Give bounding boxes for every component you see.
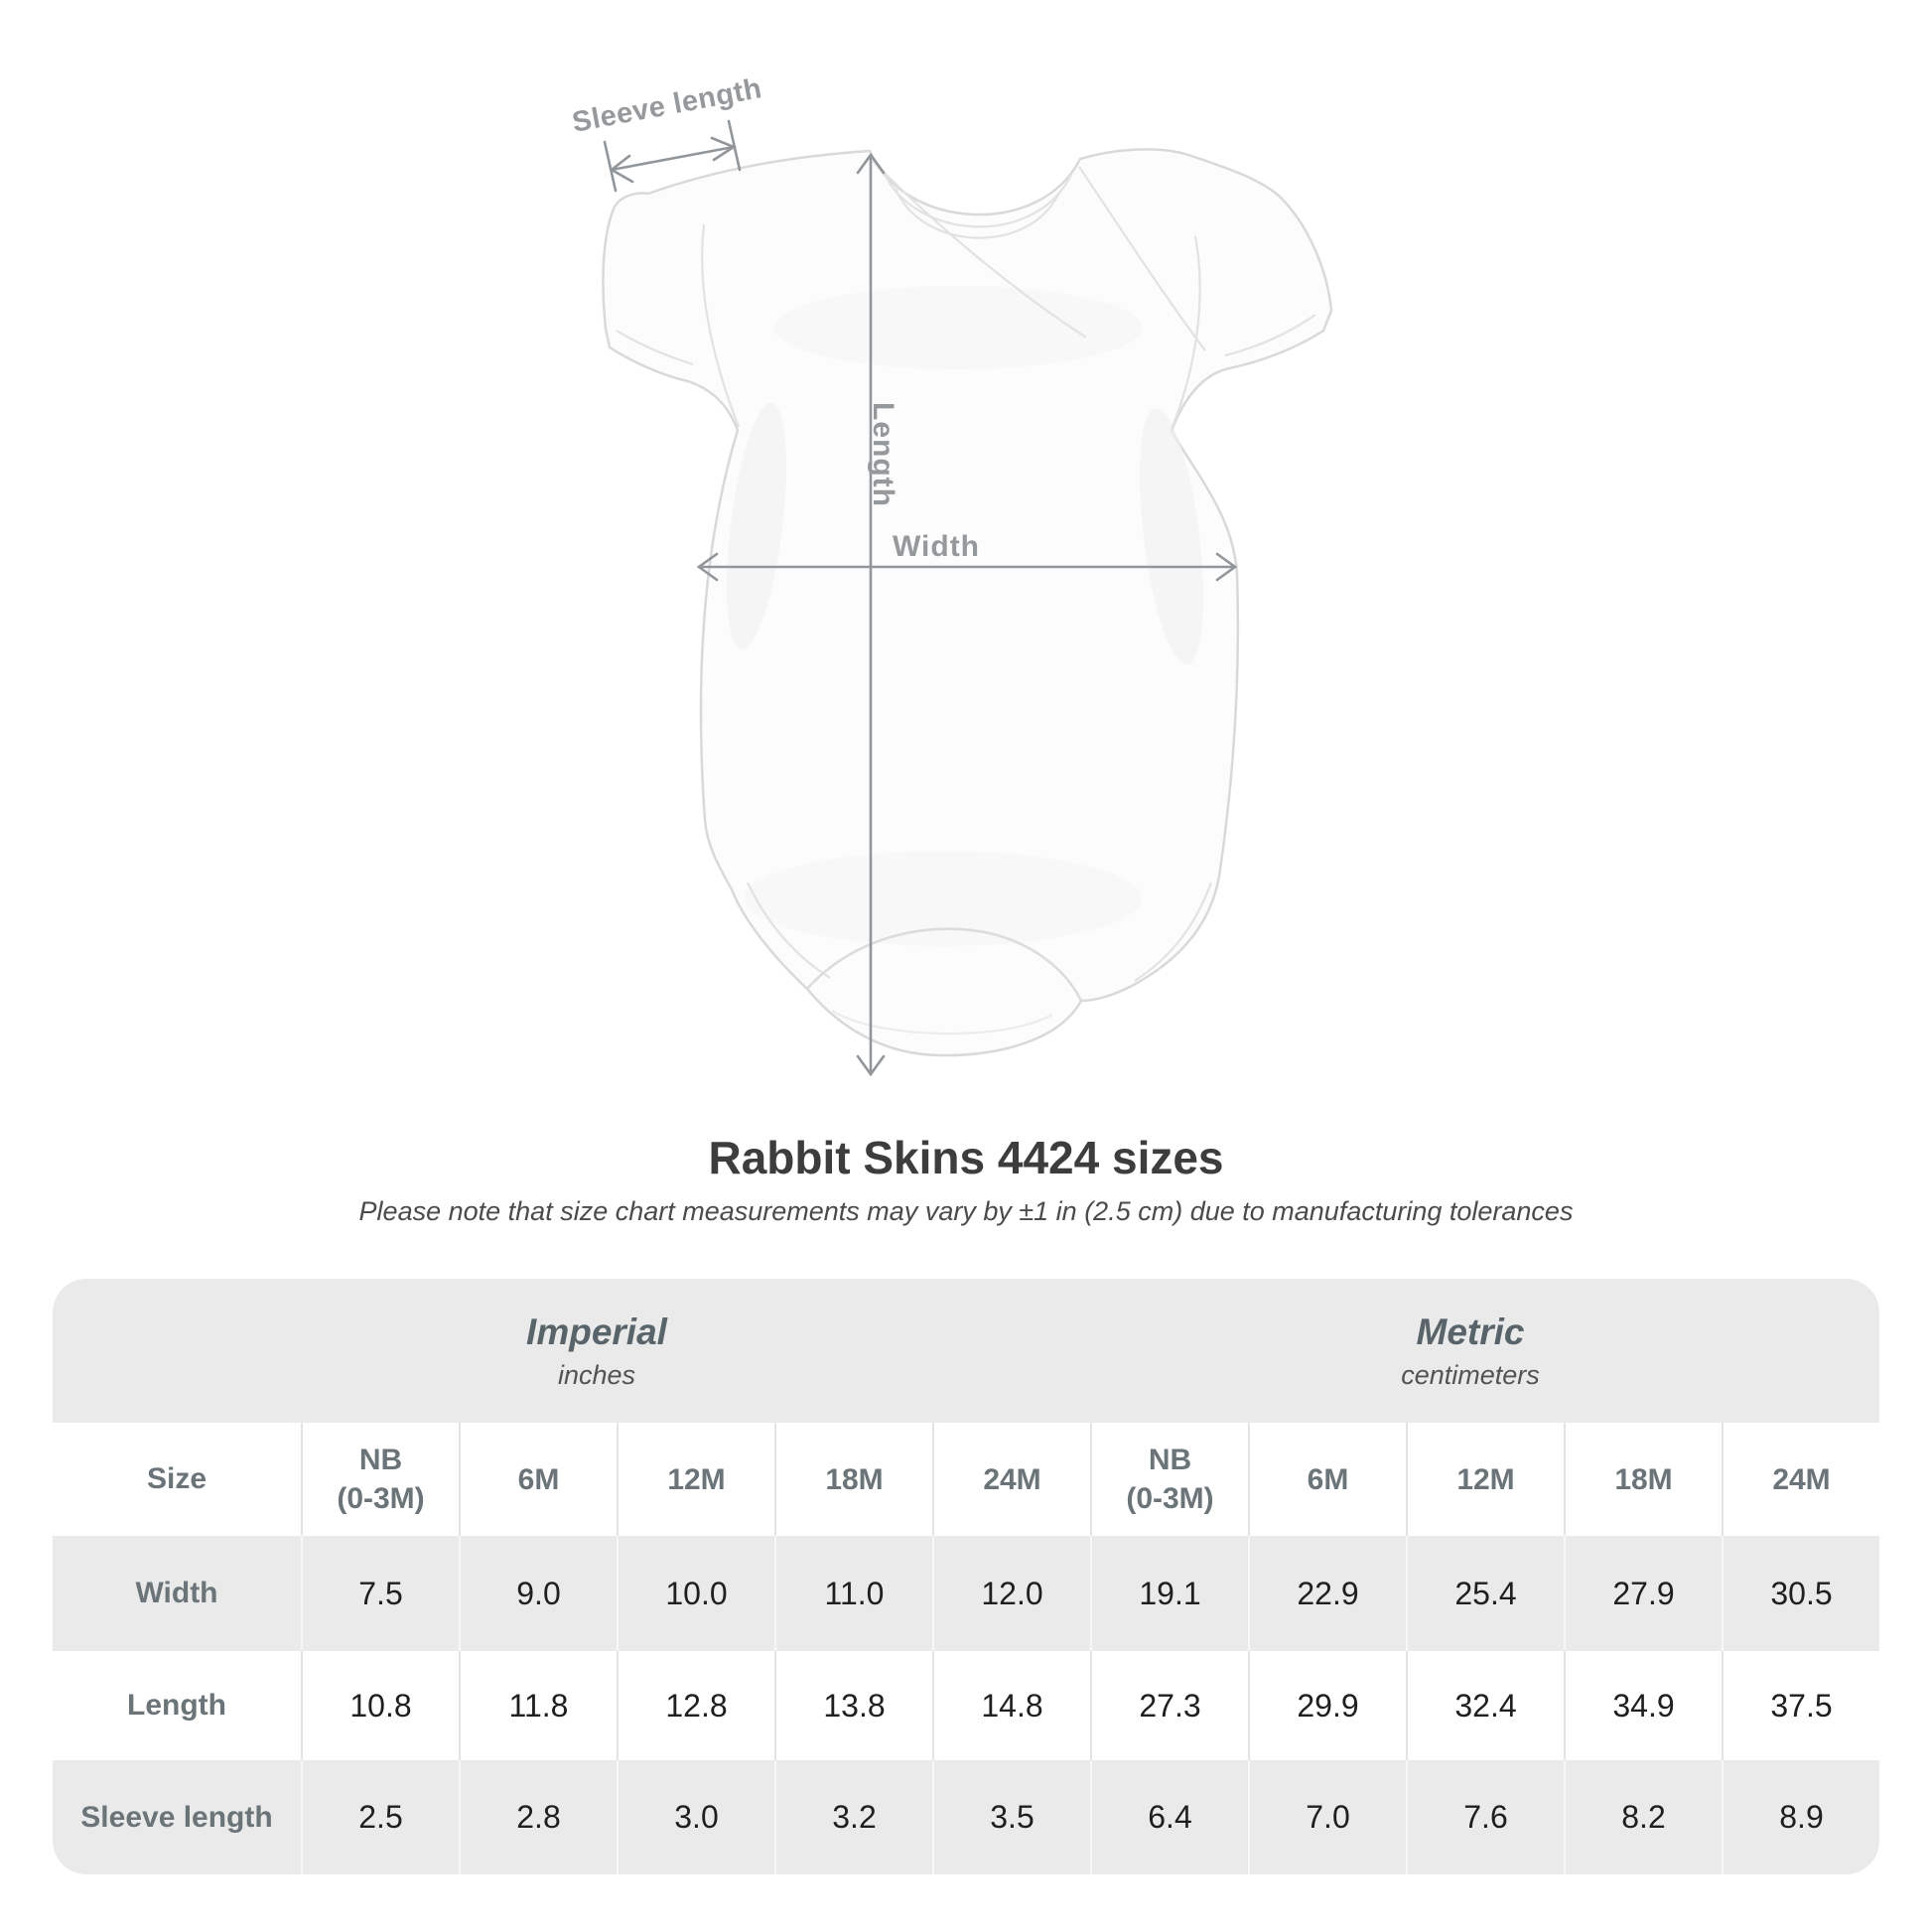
dimension-arrows xyxy=(603,119,1238,1077)
table-cell: 34.9 xyxy=(1564,1651,1722,1760)
table-cell: 13.8 xyxy=(774,1651,932,1760)
column-header-imperial-24m: 24M xyxy=(932,1423,1090,1536)
table-cell: 9.0 xyxy=(459,1536,617,1651)
table-row-width: Width 7.5 9.0 10.0 11.0 12.0 19.1 22.9 2… xyxy=(53,1536,1879,1651)
table-cell: 14.8 xyxy=(932,1651,1090,1760)
size-table: Imperial inches Metric centimeters Size … xyxy=(53,1279,1879,1874)
imperial-group-unit: inches xyxy=(557,1359,636,1390)
table-cell: 19.1 xyxy=(1090,1536,1248,1651)
sleeve-length-arrow xyxy=(603,119,742,193)
table-cell: 27.3 xyxy=(1090,1651,1248,1760)
width-arrow xyxy=(696,552,1238,582)
table-row-sleeve-length: Sleeve length 2.5 2.8 3.0 3.2 3.5 6.4 7.… xyxy=(53,1760,1879,1874)
table-cell: 3.2 xyxy=(774,1760,932,1874)
table-cell: 29.9 xyxy=(1248,1651,1406,1760)
column-header-imperial-nb: NB (0-3M) xyxy=(301,1423,459,1536)
imperial-group-name: Imperial xyxy=(526,1311,667,1352)
table-cell: 12.8 xyxy=(617,1651,774,1760)
unit-header-band: Imperial inches Metric centimeters xyxy=(53,1279,1879,1423)
table-cell: 7.5 xyxy=(301,1536,459,1651)
table-cell: 7.6 xyxy=(1406,1760,1564,1874)
table-cell: 27.9 xyxy=(1564,1536,1722,1651)
table-cell: 3.5 xyxy=(932,1760,1090,1874)
column-header-imperial-6m: 6M xyxy=(459,1423,617,1536)
table-cell: 10.0 xyxy=(617,1536,774,1651)
bodysuit-illustration xyxy=(602,119,1333,1077)
table-cell: 10.8 xyxy=(301,1651,459,1760)
column-header-imperial-18m: 18M xyxy=(774,1423,932,1536)
table-cell: 7.0 xyxy=(1248,1760,1406,1874)
bodysuit-outline xyxy=(602,148,1333,1057)
page-title: Rabbit Skins 4424 sizes xyxy=(708,1132,1224,1183)
column-header-metric-18m: 18M xyxy=(1564,1423,1722,1536)
metric-group-header: Metric centimeters xyxy=(1085,1279,1879,1423)
column-header-metric-12m: 12M xyxy=(1406,1423,1564,1536)
row-label: Length xyxy=(127,1689,226,1722)
row-label: Sleeve length xyxy=(80,1800,273,1834)
table-cell: 12.0 xyxy=(932,1536,1090,1651)
table-cell: 6.4 xyxy=(1090,1760,1248,1874)
table-cell: 2.8 xyxy=(459,1760,617,1874)
size-column-header: Size xyxy=(146,1462,207,1495)
table-cell: 8.9 xyxy=(1722,1760,1879,1874)
imperial-group-header: Imperial inches xyxy=(53,1279,1085,1423)
table-cell: 11.8 xyxy=(459,1651,617,1760)
table-header-row: Size NB (0-3M) 6M 12M 18M 24M NB (0-3M) … xyxy=(53,1423,1879,1536)
column-header-metric-nb: NB (0-3M) xyxy=(1090,1423,1248,1536)
length-label: Length xyxy=(867,402,899,507)
table-cell: 37.5 xyxy=(1722,1651,1879,1760)
width-label: Width xyxy=(892,530,981,563)
metric-group-unit: centimeters xyxy=(1401,1359,1540,1390)
table-cell: 11.0 xyxy=(774,1536,932,1651)
table-row-length: Length 10.8 11.8 12.8 13.8 14.8 27.3 29.… xyxy=(53,1651,1879,1760)
tolerance-note: Please note that size chart measurements… xyxy=(358,1196,1574,1226)
row-label: Width xyxy=(135,1577,218,1609)
column-header-imperial-12m: 12M xyxy=(617,1423,774,1536)
metric-group-name: Metric xyxy=(1416,1311,1525,1352)
garment-seams xyxy=(616,160,1316,1035)
column-header-metric-6m: 6M xyxy=(1248,1423,1406,1536)
table-cell: 3.0 xyxy=(617,1760,774,1874)
table-cell: 22.9 xyxy=(1248,1536,1406,1651)
column-header-metric-24m: 24M xyxy=(1722,1423,1879,1536)
table-cell: 8.2 xyxy=(1564,1760,1722,1874)
table-cell: 2.5 xyxy=(301,1760,459,1874)
table-cell: 32.4 xyxy=(1406,1651,1564,1760)
garment-shading xyxy=(727,286,1203,946)
length-arrow xyxy=(856,152,886,1077)
table-cell: 25.4 xyxy=(1406,1536,1564,1651)
table-cell: 30.5 xyxy=(1722,1536,1879,1651)
